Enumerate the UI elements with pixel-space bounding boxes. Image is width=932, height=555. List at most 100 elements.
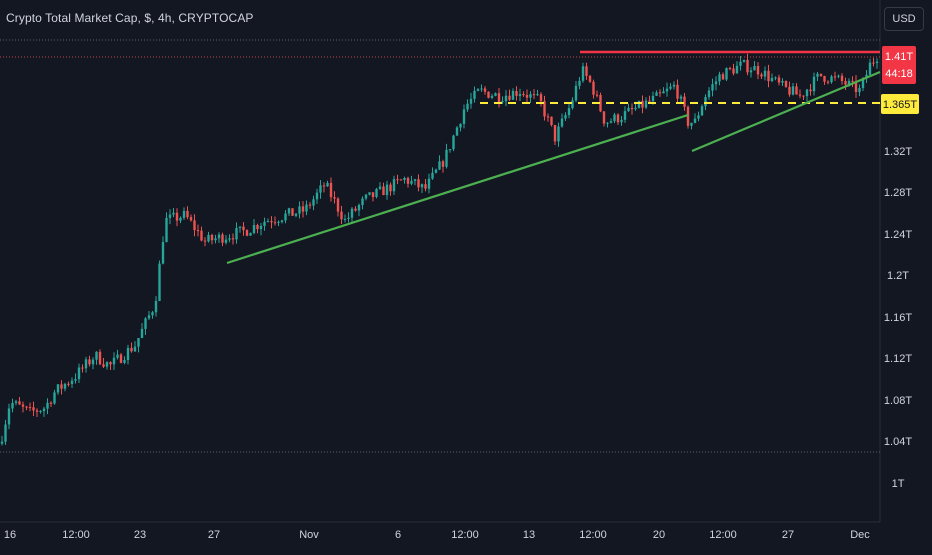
candle-body-9 — [32, 407, 35, 411]
candle-body-150 — [525, 95, 529, 98]
candle-body-21 — [74, 379, 77, 381]
candle-body-16 — [56, 384, 60, 393]
candle-body-64 — [224, 239, 228, 243]
candle-body-184 — [644, 100, 648, 108]
candle-body-107 — [375, 188, 378, 198]
candle-body-33 — [116, 354, 119, 358]
candle-body-246 — [861, 78, 865, 89]
time-tick-label: 16 — [4, 529, 16, 541]
candle-body-238 — [833, 76, 837, 78]
candle-body-143 — [501, 101, 504, 103]
currency-button[interactable]: USD — [884, 7, 924, 31]
candle-body-218 — [763, 70, 767, 77]
candle-body-215 — [753, 66, 756, 71]
candle-body-141 — [494, 93, 497, 96]
price-tick-label: 1.28T — [884, 187, 912, 199]
candle-body-193 — [676, 84, 679, 99]
candle-body-240 — [840, 75, 844, 82]
time-axis-layer: 16 12:00 23 27 Nov 6 12:00 13 12:00 20 12:00 27 Dec — [4, 529, 870, 541]
candle-body-61 — [214, 238, 217, 241]
current-price-badge — [882, 46, 916, 84]
candle-body-200 — [700, 106, 704, 116]
price-axis-layer: 1.32T 1.28T 1.24T 1.2T 1.16T 1.12T 1.08T 1.04T 1… — [881, 46, 919, 490]
price-tick-label: 1T — [892, 478, 905, 490]
candle-body-0 — [0, 441, 4, 444]
candle-body-36 — [126, 347, 130, 361]
candle-body-92 — [322, 185, 326, 187]
candle-body-1 — [4, 424, 7, 442]
candle-body-108 — [378, 186, 382, 189]
price-tick-label: 1.12T — [884, 353, 912, 365]
candle-body-136 — [476, 89, 480, 91]
price-tick-label: 1.24T — [884, 229, 912, 241]
candle-body-180 — [630, 107, 634, 110]
candle-body-134 — [469, 98, 473, 104]
candle-body-135 — [473, 90, 476, 99]
candle-body-99 — [347, 217, 350, 219]
candle-body-90 — [315, 192, 319, 200]
price-tick-label: 1.16T — [884, 312, 912, 324]
candle-body-62 — [217, 234, 221, 239]
candle-body-236 — [826, 81, 830, 83]
candle-body-176 — [616, 114, 620, 123]
candle-body-242 — [847, 80, 851, 85]
candle-body-97 — [340, 211, 343, 220]
candle-body-126 — [441, 161, 445, 167]
candle-body-35 — [123, 360, 126, 363]
candle-body-212 — [742, 59, 746, 62]
candle-body-85 — [298, 206, 301, 214]
candle-body-31 — [109, 362, 112, 365]
candle-body-202 — [707, 90, 711, 98]
candle-body-179 — [627, 107, 630, 112]
candle-body-14 — [49, 402, 53, 404]
candle-body-81 — [284, 213, 287, 221]
candle-body-161 — [564, 115, 567, 119]
candle-body-144 — [504, 95, 508, 102]
candle-body-224 — [784, 81, 788, 87]
candle-body-60 — [210, 234, 214, 241]
candle-body-163 — [571, 100, 574, 109]
candle-body-155 — [543, 101, 546, 117]
candle-body-152 — [532, 94, 536, 96]
candle-body-44 — [154, 300, 158, 313]
candle-body-153 — [536, 94, 539, 96]
candle-body-235 — [823, 76, 826, 82]
candle-body-216 — [756, 66, 760, 75]
candle-body-177 — [620, 119, 623, 123]
candle-body-73 — [256, 225, 259, 230]
candle-body-131 — [459, 123, 462, 128]
candle-body-105 — [368, 192, 371, 195]
candle-body-120 — [420, 184, 424, 188]
candle-body-138 — [483, 88, 487, 92]
candle-body-139 — [487, 91, 490, 98]
candle-body-70 — [245, 230, 249, 236]
candle-body-187 — [655, 92, 658, 96]
candle-body-172 — [602, 111, 606, 124]
candle-body-22 — [77, 367, 81, 380]
candle-body-244 — [854, 81, 858, 93]
candle-body-119 — [417, 179, 420, 188]
candle-body-109 — [382, 186, 385, 196]
candle-body-20 — [70, 380, 74, 385]
candle-body-241 — [844, 81, 847, 85]
candle-body-13 — [46, 402, 49, 409]
candle-body-133 — [466, 103, 469, 110]
price-tick-label: 1.2T — [887, 270, 909, 282]
candle-body-106 — [371, 192, 375, 198]
candle-body-41 — [144, 318, 147, 329]
candle-body-165 — [578, 80, 581, 86]
candle-body-5 — [18, 401, 21, 405]
support-line-2 — [691, 70, 881, 153]
candle-body-3 — [11, 402, 14, 409]
candle-body-40 — [140, 328, 144, 338]
candle-body-229 — [802, 95, 805, 97]
candle-body-128 — [448, 149, 452, 151]
candle-body-11 — [39, 411, 42, 413]
candle-body-182 — [637, 100, 641, 108]
candle-body-243 — [851, 80, 854, 82]
candle-body-149 — [522, 94, 525, 96]
candle-body-67 — [235, 228, 238, 240]
candle-body-79 — [277, 221, 280, 223]
